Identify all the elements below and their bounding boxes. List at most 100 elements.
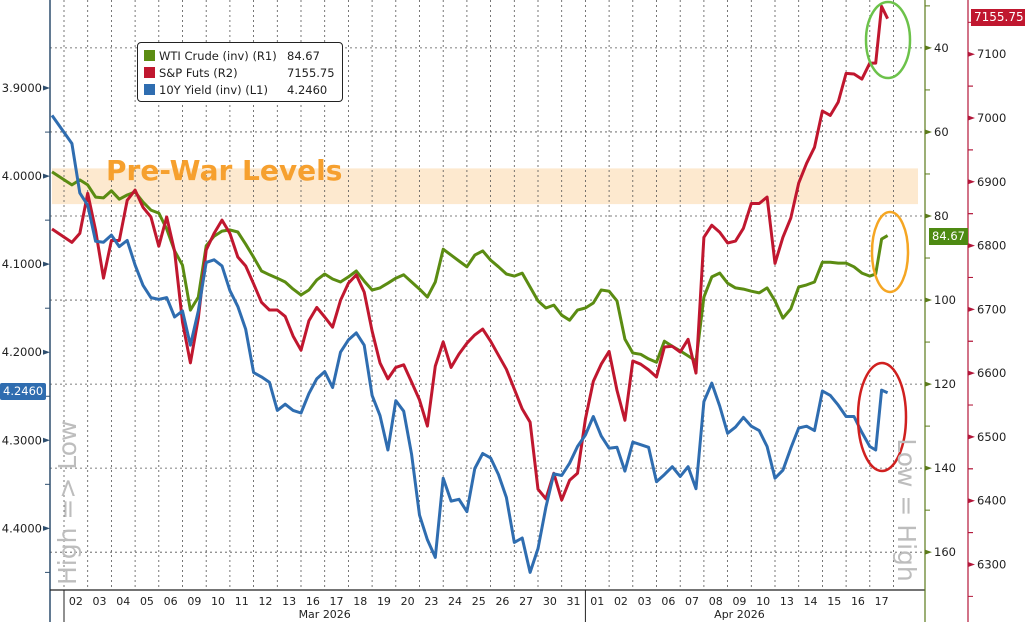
- r1-tick-marker: [925, 465, 932, 471]
- r1-tick-marker: [925, 213, 932, 219]
- r1-tick-marker: [925, 381, 932, 387]
- spx-last-value-tag: 7155.75: [971, 9, 1025, 26]
- legend-value: 4.2460: [287, 82, 328, 97]
- l1-tick-label: 3.9000: [2, 81, 42, 95]
- x-tick-label: 17: [875, 595, 889, 608]
- r2-tick-marker: [968, 115, 975, 121]
- r2-tick-marker: [968, 179, 975, 185]
- x-tick-label: 26: [495, 595, 509, 608]
- x-tick-label: 09: [187, 595, 201, 608]
- r1-tick-label: 160: [934, 545, 956, 559]
- l1-tick-marker: [43, 173, 50, 179]
- x-tick-label: 19: [377, 595, 391, 608]
- x-tick-label: 18: [353, 595, 367, 608]
- x-tick-label: 15: [827, 595, 841, 608]
- l1-tick-label: 4.4000: [2, 521, 42, 535]
- left-axis-title: High => Low: [53, 420, 82, 585]
- legend-value: 84.67: [287, 48, 320, 63]
- highlight-ellipse: [856, 361, 908, 473]
- wti-last-value-tag: 84.67: [929, 228, 968, 245]
- x-tick-label: 12: [258, 595, 272, 608]
- r1-tick-label: 80: [934, 209, 949, 223]
- r2-tick-label: 6400: [977, 494, 1006, 508]
- legend-swatch-wti: [144, 50, 155, 61]
- legend-value: 7155.75: [287, 65, 335, 80]
- x-tick-label: 13: [282, 595, 296, 608]
- r2-tick-marker: [968, 370, 975, 376]
- legend-label: 10Y Yield (inv) (L1): [159, 82, 268, 97]
- r2-tick-label: 6900: [977, 175, 1006, 189]
- r2-tick-marker: [968, 243, 975, 249]
- r1-tick-label: 40: [934, 41, 949, 55]
- r2-tick-marker: [968, 498, 975, 504]
- highlight-ellipse: [870, 210, 910, 294]
- x-tick-label: 06: [661, 595, 675, 608]
- r1-tick-label: 60: [934, 125, 949, 139]
- r2-tick-marker: [968, 561, 975, 567]
- r2-tick-marker: [968, 434, 975, 440]
- x-tick-label: 11: [235, 595, 249, 608]
- right-axis-title: Low = High: [892, 438, 921, 582]
- l1-tick-marker: [43, 437, 50, 443]
- r1-tick-marker: [925, 129, 932, 135]
- x-tick-label: 10: [211, 595, 225, 608]
- legend-label: WTI Crude (inv) (R1): [159, 48, 277, 63]
- x-tick-label: 20: [401, 595, 415, 608]
- x-tick-label: 31: [567, 595, 581, 608]
- prewar-band: [52, 168, 918, 205]
- x-tick-label: 25: [472, 595, 486, 608]
- r2-tick-label: 6500: [977, 430, 1006, 444]
- legend-item-wti: WTI Crude (inv) (R1) 84.67: [144, 47, 336, 64]
- legend-swatch-yield: [144, 84, 155, 95]
- x-tick-label: 17: [330, 595, 344, 608]
- x-tick-label: 16: [851, 595, 865, 608]
- l1-tick-label: 4.1000: [2, 257, 42, 271]
- series-line-yield: [50, 114, 889, 574]
- r1-tick-label: 100: [934, 293, 956, 307]
- r1-tick-marker: [925, 549, 932, 555]
- r2-tick-label: 6800: [977, 239, 1006, 253]
- r2-tick-marker: [968, 51, 975, 57]
- month-label: Mar 2026: [299, 608, 351, 621]
- x-tick-label: 07: [685, 595, 699, 608]
- x-tick-label: 16: [306, 595, 320, 608]
- legend-label: S&P Futs (R2): [159, 65, 238, 80]
- l1-tick-label: 4.0000: [2, 169, 42, 183]
- r2-tick-label: 6600: [977, 366, 1006, 380]
- l1-tick-marker: [43, 349, 50, 355]
- x-tick-label: 04: [116, 595, 130, 608]
- r1-tick-label: 140: [934, 461, 956, 475]
- legend-item-spx: S&P Futs (R2) 7155.75: [144, 64, 336, 81]
- r2-tick-label: 7100: [977, 47, 1006, 61]
- x-tick-label: 06: [164, 595, 178, 608]
- l1-tick-marker: [43, 525, 50, 531]
- r1-tick-marker: [925, 297, 932, 303]
- highlight-ellipse: [864, 0, 912, 80]
- r2-tick-label: 7000: [977, 111, 1006, 125]
- l1-tick-marker: [43, 261, 50, 267]
- prewar-levels-label: Pre-War Levels: [106, 154, 343, 187]
- legend-item-yield: 10Y Yield (inv) (L1) 4.2460: [144, 81, 336, 98]
- x-tick-label: 03: [93, 595, 107, 608]
- legend-swatch-spx: [144, 67, 155, 78]
- x-tick-label: 05: [140, 595, 154, 608]
- x-tick-label: 09: [732, 595, 746, 608]
- l1-tick-marker: [43, 85, 50, 91]
- r1-tick-label: 120: [934, 377, 956, 391]
- legend: WTI Crude (inv) (R1) 84.67 S&P Futs (R2)…: [137, 42, 343, 102]
- r2-tick-marker: [968, 306, 975, 312]
- x-tick-label: 10: [756, 595, 770, 608]
- yield-last-value-tag: 4.2460: [0, 383, 46, 400]
- x-tick-label: 23: [424, 595, 438, 608]
- l1-tick-label: 4.2000: [2, 345, 42, 359]
- x-tick-label: 02: [69, 595, 83, 608]
- x-tick-label: 01: [590, 595, 604, 608]
- x-tick-label: 14: [804, 595, 818, 608]
- r1-tick-marker: [925, 45, 932, 51]
- x-tick-label: 08: [709, 595, 723, 608]
- l1-tick-label: 4.3000: [2, 433, 42, 447]
- x-tick-label: 27: [519, 595, 533, 608]
- month-label: Apr 2026: [714, 608, 765, 621]
- x-tick-label: 13: [780, 595, 794, 608]
